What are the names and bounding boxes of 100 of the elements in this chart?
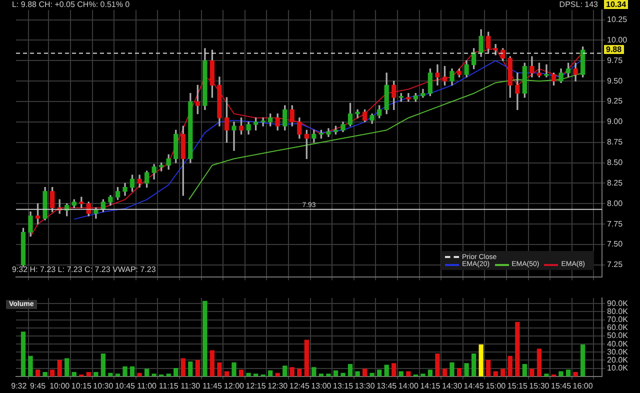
x-tick-label: 13:15 xyxy=(332,381,354,390)
bar xyxy=(580,344,586,376)
bar xyxy=(57,360,62,376)
x-tick-label: 15:45 xyxy=(551,381,572,390)
y-tick-label: 80.0K xyxy=(607,306,629,316)
y-tick-label: 7.75 xyxy=(607,219,624,228)
bar xyxy=(515,322,520,376)
x-tick-label: 15:00 xyxy=(486,381,506,390)
bar xyxy=(130,366,135,376)
bar xyxy=(224,371,230,376)
y-tick-label: 8.00 xyxy=(607,198,624,208)
bar xyxy=(573,372,578,376)
bar xyxy=(20,332,26,376)
y-tick-label: 8.50 xyxy=(607,158,624,168)
bar xyxy=(238,370,244,376)
bar xyxy=(282,366,288,376)
bar xyxy=(508,356,512,376)
bar xyxy=(558,371,564,376)
y-tick-label: 7.50 xyxy=(607,240,624,249)
bar xyxy=(370,372,374,376)
y-tick-label: 7.25 xyxy=(607,260,624,270)
x-tick-label: 14:15 xyxy=(420,381,441,390)
bar xyxy=(522,364,528,376)
bar xyxy=(456,368,462,376)
bar xyxy=(174,368,178,376)
bar xyxy=(188,362,193,376)
bar xyxy=(246,372,251,376)
bar xyxy=(137,372,142,376)
bar xyxy=(100,353,106,376)
bar xyxy=(464,363,469,376)
bar xyxy=(392,363,396,376)
x-tick-label: 16:00 xyxy=(572,381,594,390)
x-tick-label: 12:45 xyxy=(289,381,310,390)
y-tick-label: 70.0K xyxy=(607,315,629,324)
bar xyxy=(232,362,236,376)
bar xyxy=(35,370,40,376)
bar xyxy=(406,371,411,376)
bar xyxy=(450,362,454,376)
x-tick-label: 13:30 xyxy=(354,381,376,390)
bar xyxy=(42,372,48,376)
bar xyxy=(202,300,208,376)
x-tick-label: 15:15 xyxy=(507,381,528,390)
bar xyxy=(94,372,98,376)
text: 10.34 xyxy=(604,0,628,9)
bar xyxy=(326,374,331,376)
bar xyxy=(340,372,346,376)
bar xyxy=(50,370,55,376)
y-tick-label: 8.25 xyxy=(607,178,624,188)
bar xyxy=(28,356,33,376)
bar xyxy=(108,372,113,376)
bar xyxy=(493,371,498,376)
x-tick-label: 10:00 xyxy=(50,381,70,390)
y-tick-label: 30.0K xyxy=(607,347,629,356)
bar xyxy=(530,368,534,376)
y-tick-label: 9.25 xyxy=(607,96,624,106)
candlestick xyxy=(232,122,236,151)
x-tick-label: 14:00 xyxy=(398,381,419,390)
x-tick-label: 10:45 xyxy=(114,381,136,390)
bar xyxy=(471,353,476,376)
bar xyxy=(544,374,549,376)
text: L: 9.88 CH: +0.05 CH%: 0.51% 0 xyxy=(12,0,130,9)
bar xyxy=(420,374,426,376)
y-tick-label: 9.00 xyxy=(607,117,624,126)
bar xyxy=(122,366,128,376)
bar xyxy=(428,370,433,376)
y-tick-label: 8.75 xyxy=(607,138,624,147)
x-tick-label: 12:15 xyxy=(246,381,266,390)
x-tick-label: 13:00 xyxy=(311,381,332,390)
x-tick-label: 14:45 xyxy=(464,381,484,390)
bar xyxy=(355,371,360,376)
x-tick-label: 9:32 xyxy=(11,381,28,390)
y-tick-label: 50.0K xyxy=(607,331,629,340)
bar xyxy=(435,353,440,376)
x-tick-label: 10:30 xyxy=(93,381,114,390)
x-tick-label: 11:30 xyxy=(180,381,201,390)
x-tick-label: 11:45 xyxy=(202,381,222,390)
bar xyxy=(384,364,389,376)
y-tick-label: 60.0K xyxy=(607,323,629,332)
x-tick-label: 12:30 xyxy=(268,381,288,390)
x-tick-label: 12:00 xyxy=(224,381,245,390)
bar xyxy=(304,340,309,376)
bar xyxy=(536,348,542,376)
annotation: 9:32 H: 7.23 L: 7.23 C: 7.23 VWAP: 7.23 xyxy=(12,265,156,274)
y-tick-label: 10.0K xyxy=(607,364,629,373)
y-tick-label: 20.0K xyxy=(607,355,629,364)
bar xyxy=(195,360,200,376)
y-tick-label: 40.0K xyxy=(607,339,629,348)
bar xyxy=(152,374,156,376)
candlestick xyxy=(544,64,549,78)
bar xyxy=(566,370,571,376)
candlestick xyxy=(435,64,440,86)
y-tick-label: 10.00 xyxy=(607,35,628,44)
x-tick-label: 15:30 xyxy=(529,381,550,390)
bar xyxy=(486,360,491,376)
y-tick-label: 9.50 xyxy=(607,76,624,86)
bar xyxy=(217,362,222,376)
bar xyxy=(64,358,70,376)
x-tick-label: 9:45 xyxy=(30,381,46,390)
x-tick-label: 13:45 xyxy=(376,381,398,390)
bar xyxy=(348,364,353,376)
